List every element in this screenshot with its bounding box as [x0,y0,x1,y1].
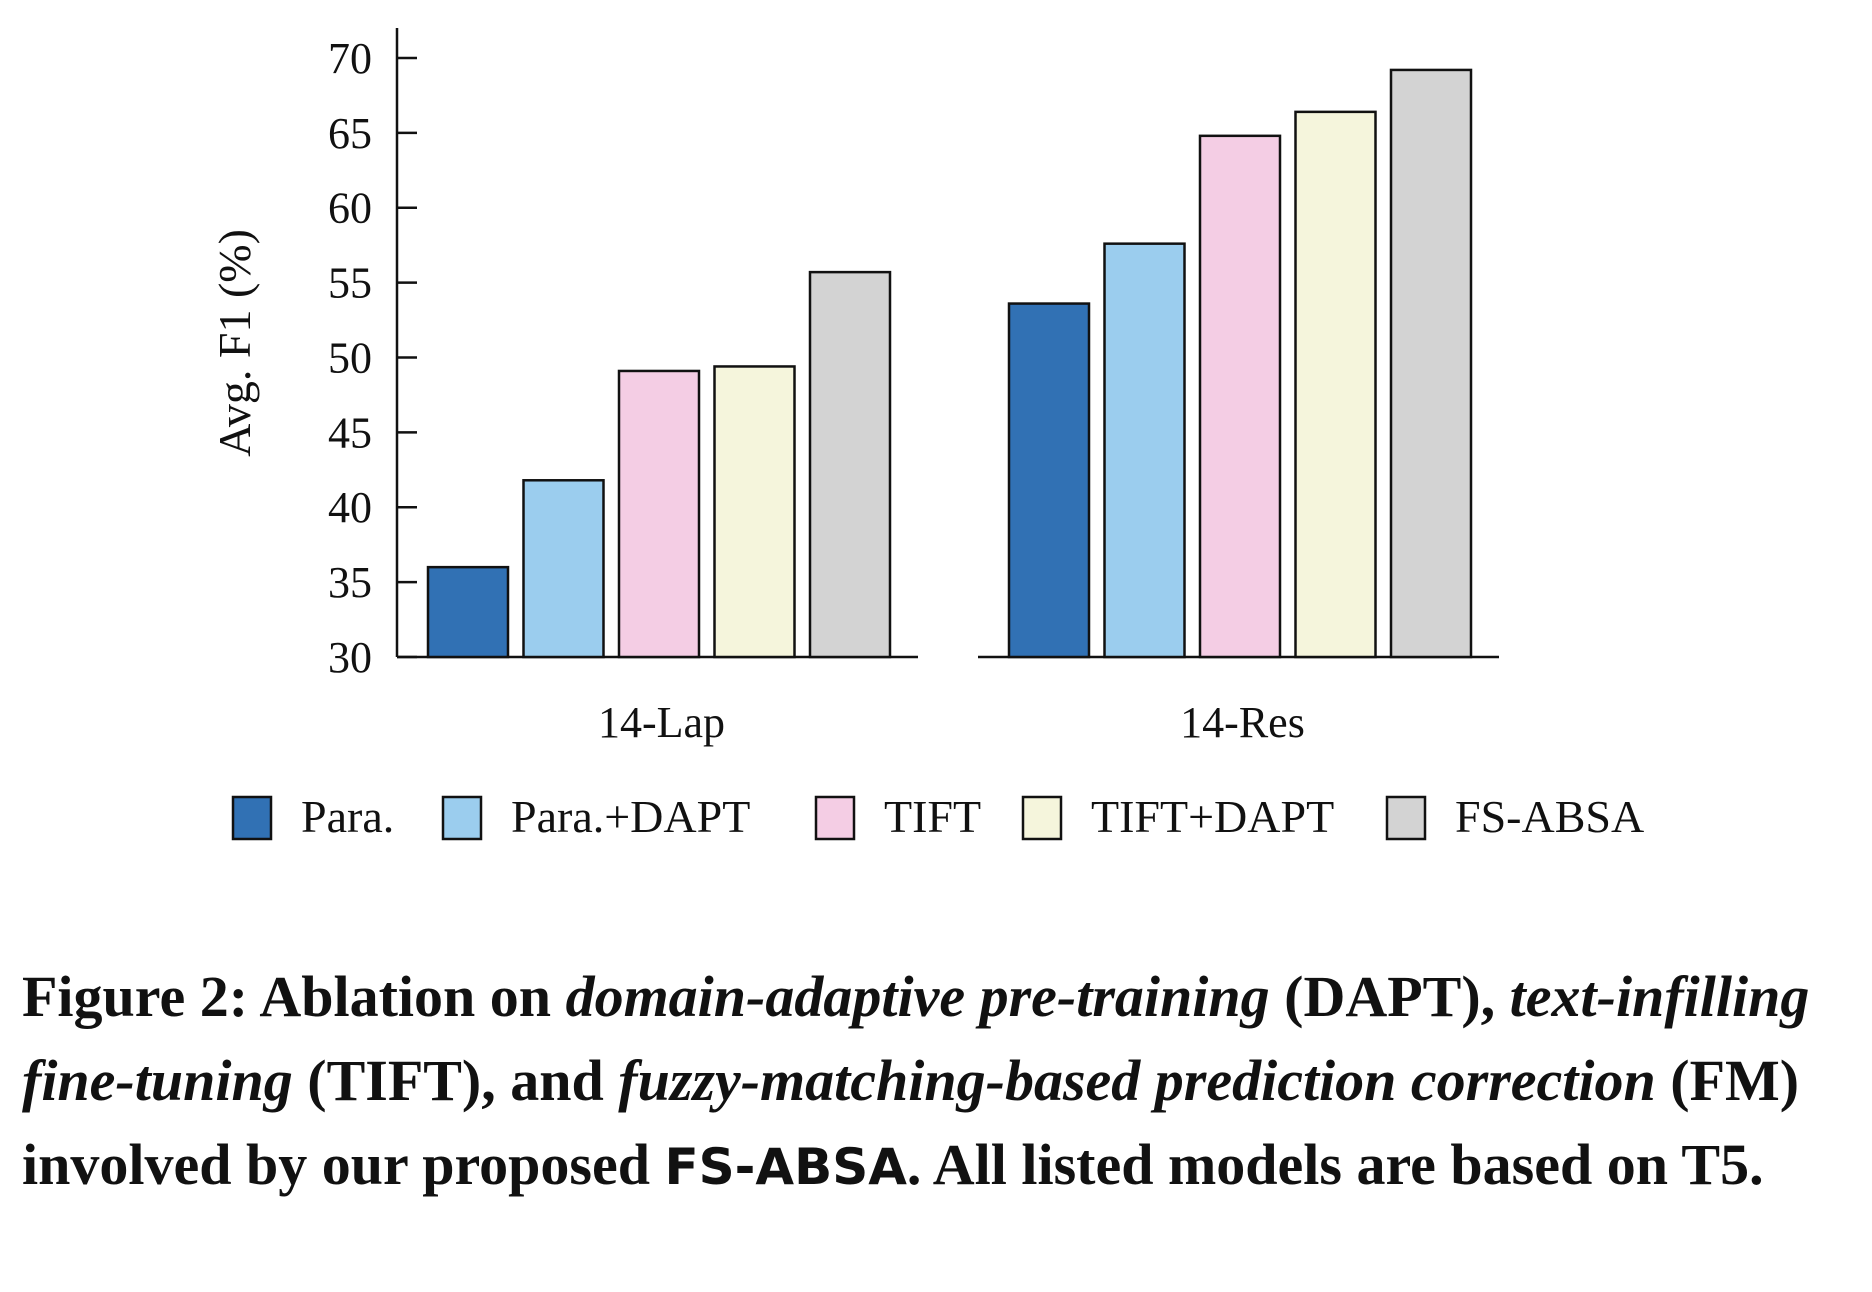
y-tick-label: 30 [328,633,372,682]
y-axis-label: Avg. F1 (%) [209,229,260,457]
caption-tail: . All listed models are based on T5. [906,1132,1764,1197]
legend-swatch [814,795,856,841]
y-tick-label: 45 [328,408,372,457]
legend-label: FS-ABSA [1455,791,1644,842]
y-tick-label: 40 [328,483,372,532]
y-tick-label: 50 [328,333,372,382]
y-tick-label: 65 [328,109,372,158]
y-tick-label: 35 [328,558,372,607]
legend-label: TIFT [884,791,981,842]
caption-tift-term: text-infilling fine-tuning [22,964,1810,1113]
bar-14-res-para [1007,302,1091,659]
caption-dapt-term: domain-adaptive pre-training [565,964,1270,1029]
x-category-label: 14-Res [1180,698,1305,747]
caption-fm-term: fuzzy-matching-based prediction correcti… [618,1048,1656,1113]
bar-14-lap-tift [617,369,701,659]
caption-dapt-abbr: (DAPT), [1269,964,1496,1029]
bar-14-lap-fs-absa [808,270,892,659]
legend-swatch [1385,795,1427,841]
y-tick-label: 55 [328,259,372,308]
caption-system-name: FS-ABSA [664,1138,907,1196]
caption-label: Figure 2: Ablation on [22,964,566,1029]
bar-14-res-para-dapt [1103,242,1186,659]
legend-swatch [231,795,273,841]
bar-14-res-fs-absa [1389,68,1473,659]
legend-label: Para.+DAPT [511,791,750,842]
legend: Para. Para.+DAPT TIFT TIFT+DAPT FS-ABSA [231,791,1644,842]
bar-14-lap-tift-dapt [713,365,796,659]
caption-fm-abbr: (FM) involved by our proposed [22,1048,1800,1197]
figure-caption: Figure 2: Ablation on domain-adaptive pr… [22,955,1862,1209]
legend-label: Para. [301,791,394,842]
caption-tift-abbr: (TIFT), and [292,1048,619,1113]
bar-14-lap-para-dapt [522,479,605,659]
bar-14-res-tift [1198,134,1282,659]
legend-swatch [441,795,483,841]
legend-swatch [1021,795,1063,841]
y-tick-label: 70 [328,34,372,83]
x-category-label: 14-Lap [598,698,725,747]
bar-14-lap-para [426,565,510,659]
bar-14-res-tift-dapt [1294,110,1377,659]
legend-label: TIFT+DAPT [1091,791,1334,842]
y-tick-label: 60 [328,184,372,233]
